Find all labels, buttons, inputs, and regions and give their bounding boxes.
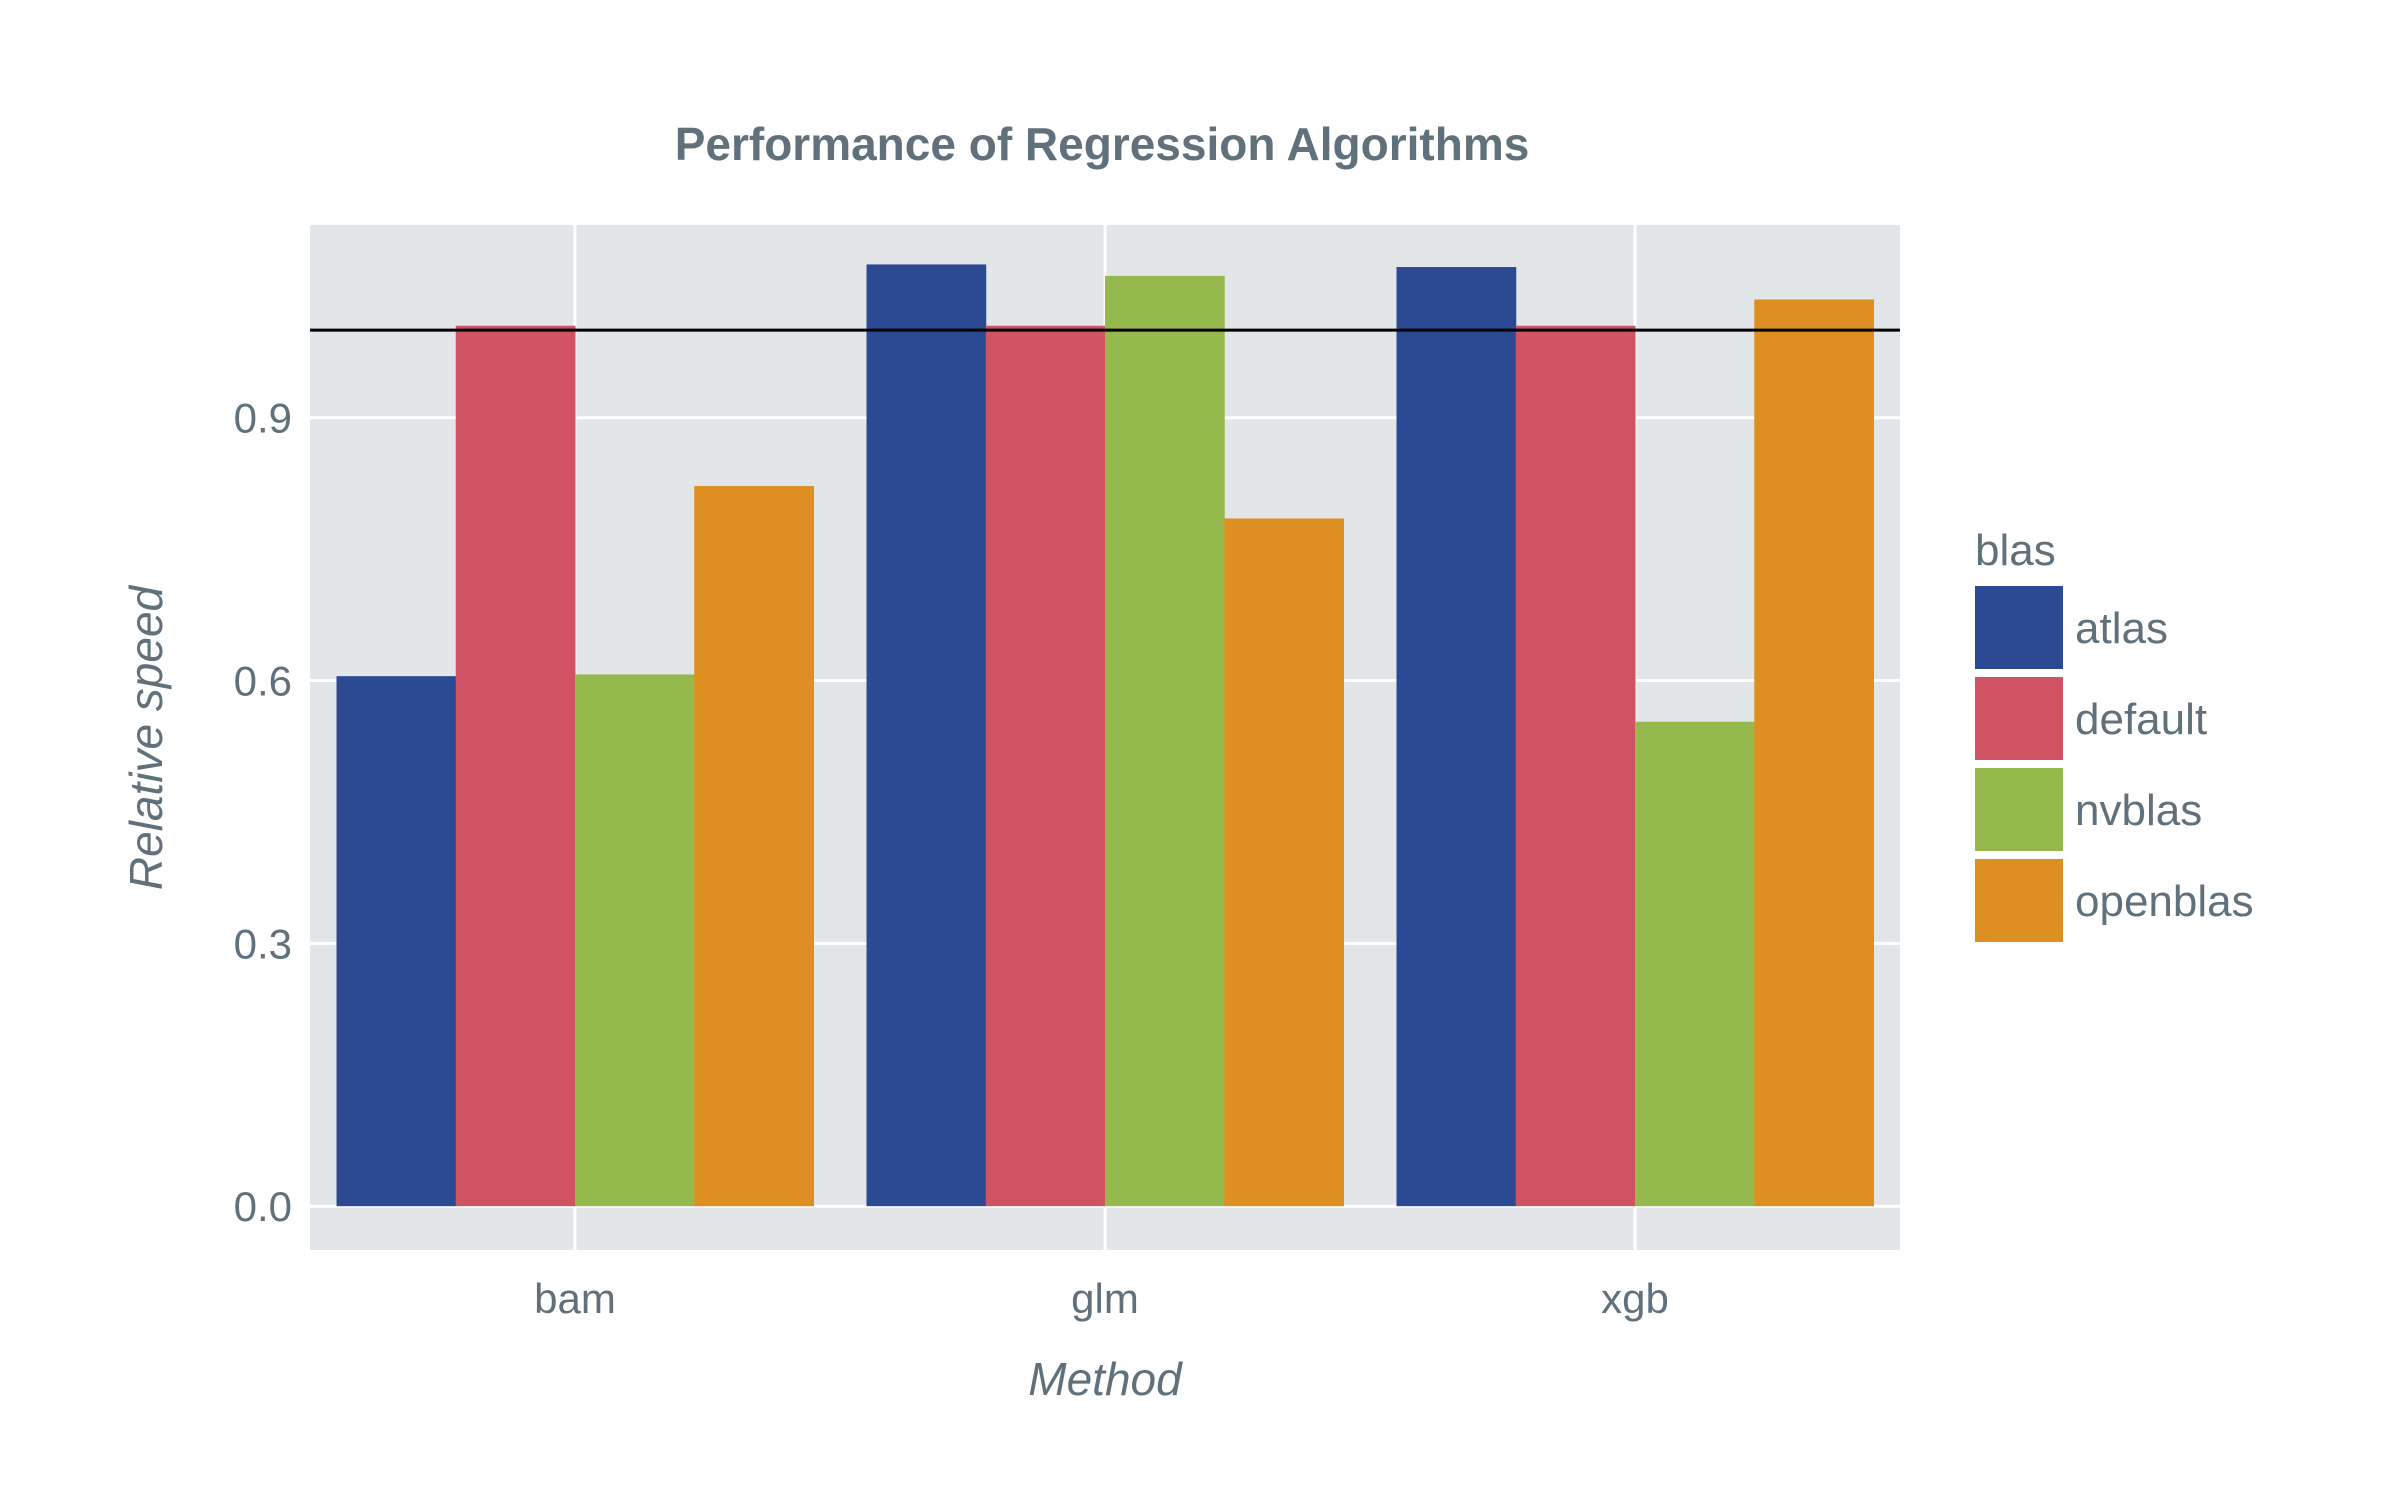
bar-default-bam — [455, 325, 576, 1207]
bar-nvblas-glm — [1105, 275, 1225, 1207]
bar-default-glm — [985, 325, 1106, 1207]
bar-default-xgb — [1515, 325, 1636, 1207]
x-axis-title: Method — [1028, 1353, 1183, 1405]
y-axis-ticks: 0.0 0.3 0.6 0.9 — [234, 395, 292, 1230]
legend-label-atlas: atlas — [2075, 604, 2168, 653]
legend-label-default: default — [2075, 695, 2207, 744]
legend-items: atlas default nvblas openblas — [1975, 586, 2254, 942]
legend-label-openblas: openblas — [2075, 877, 2254, 926]
bars — [336, 264, 1874, 1207]
y-tick-label: 0.9 — [234, 395, 292, 442]
legend-label-nvblas: nvblas — [2075, 786, 2202, 835]
y-axis-title: Relative speed — [120, 584, 172, 890]
bar-openblas-xgb — [1754, 299, 1874, 1207]
legend-swatch-openblas — [1975, 859, 2063, 942]
x-tick-label: xgb — [1601, 1275, 1669, 1322]
y-tick-label: 0.0 — [234, 1183, 292, 1230]
legend-title: blas — [1975, 526, 2056, 575]
x-axis-ticks: bam glm xgb — [534, 1275, 1669, 1322]
bar-openblas-bam — [694, 486, 814, 1207]
plot-area — [310, 225, 1900, 1250]
chart-title: Performance of Regression Algorithms — [675, 118, 1530, 170]
y-tick-label: 0.6 — [234, 658, 292, 705]
legend-swatch-nvblas — [1975, 768, 2063, 851]
legend-swatch-default — [1975, 677, 2063, 760]
x-tick-label: glm — [1071, 1275, 1139, 1322]
x-tick-label: bam — [534, 1275, 616, 1322]
bar-atlas-bam — [336, 676, 457, 1207]
bar-nvblas-bam — [575, 674, 695, 1207]
bar-openblas-glm — [1224, 518, 1344, 1207]
bar-atlas-xgb — [1396, 267, 1517, 1207]
bar-nvblas-xgb — [1635, 721, 1755, 1207]
legend-swatch-atlas — [1975, 586, 2063, 669]
bar-atlas-glm — [866, 264, 987, 1207]
y-tick-label: 0.3 — [234, 920, 292, 967]
legend: blas atlas default nvblas openblas — [1975, 526, 2254, 942]
